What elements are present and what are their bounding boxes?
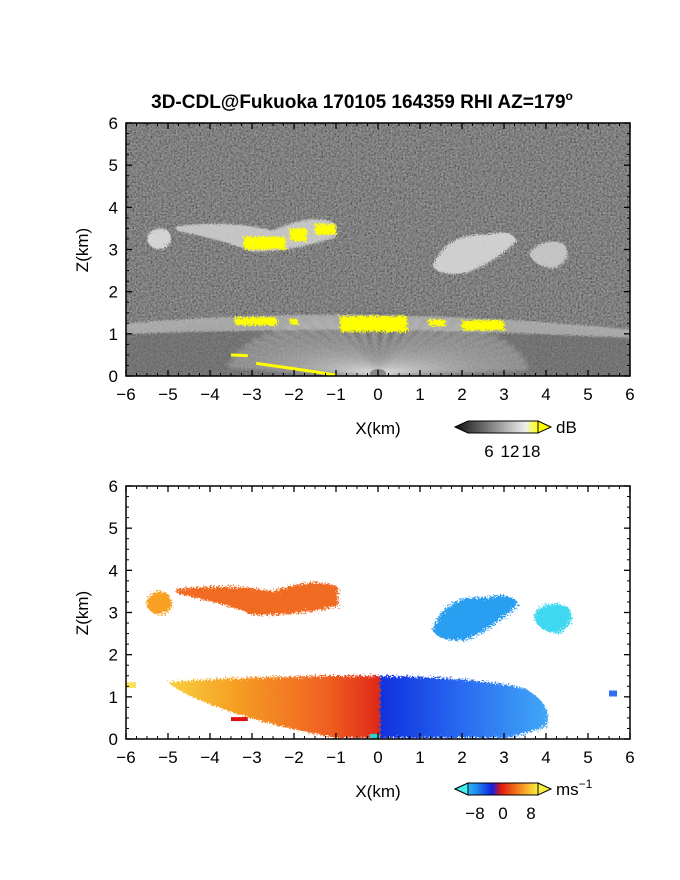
saturated-patch — [315, 224, 336, 235]
saturated-patch — [243, 236, 286, 250]
x-tick-label: 1 — [415, 385, 424, 404]
y-tick-label: 6 — [109, 114, 118, 133]
y-tick-label: 3 — [109, 241, 118, 260]
x-tick-label: 2 — [457, 385, 466, 404]
x-tick-label: 6 — [625, 385, 634, 404]
colorbar-tick-label: 6 — [484, 442, 493, 461]
echo-blob — [147, 228, 171, 250]
y-tick-label: 0 — [109, 367, 118, 386]
echo-blob — [432, 232, 517, 274]
colorbar-tick-label: 8 — [526, 804, 535, 823]
saturated-patch — [428, 319, 446, 327]
velocity-echo — [533, 603, 572, 634]
colorbar-unit: ms−1 — [556, 777, 593, 799]
y-tick-label: 1 — [109, 688, 118, 707]
x-tick-label: −3 — [242, 385, 261, 404]
velocity-echoes — [126, 582, 617, 739]
velocity-echo — [609, 690, 617, 697]
velocity-echo — [168, 675, 381, 739]
x-tick-label: 5 — [583, 748, 592, 767]
x-tick-label: −1 — [326, 748, 345, 767]
y-tick-label: 5 — [109, 519, 118, 538]
saturated-patch — [289, 228, 307, 242]
colorbar-tick-label: −8 — [465, 804, 484, 823]
velocity-echo — [432, 595, 519, 641]
x-tick-label: 3 — [499, 748, 508, 767]
velocity-panel: −6 −5 −4 −3 −2 −1 0 1 2 3 4 5 6 0 1 2 3 4 5 6 X(km) Z(km) −… — [73, 477, 635, 823]
colorbar-tick-label: 0 — [498, 804, 507, 823]
x-tick-label: −4 — [200, 748, 219, 767]
colorbar-tick-label: 12 — [501, 442, 520, 461]
x-tick-label: −5 — [158, 385, 177, 404]
x-tick-label: 1 — [415, 748, 424, 767]
colorbar-reflectivity: 6 12 18 dB — [453, 418, 577, 461]
y-axis-label: Z(km) — [73, 591, 92, 635]
reflectivity-echoes — [126, 219, 630, 376]
saturated-line — [230, 353, 337, 376]
x-tick-label: −2 — [284, 748, 303, 767]
velocity-echo — [146, 591, 172, 615]
x-tick-label: 0 — [373, 748, 382, 767]
y-tick-label: 4 — [109, 198, 118, 217]
x-tick-label: −5 — [158, 748, 177, 767]
velocity-echo — [380, 675, 548, 739]
colorbar-unit: dB — [556, 418, 577, 437]
x-tick-label: 2 — [457, 748, 466, 767]
velocity-echo — [231, 717, 248, 722]
x-tick-label: 6 — [625, 748, 634, 767]
y-tick-label: 4 — [109, 561, 118, 580]
colorbar-velocity: −8 0 8 ms−1 — [453, 777, 593, 823]
y-tick-label: 5 — [109, 156, 118, 175]
y-tick-label: 2 — [109, 283, 118, 302]
saturated-patch — [340, 316, 408, 332]
colorbar-tick-label: 18 — [522, 442, 541, 461]
velocity-echo — [369, 733, 380, 739]
x-tick-label: 3 — [499, 385, 508, 404]
x-tick-label: −1 — [326, 385, 345, 404]
x-tick-label: 4 — [541, 748, 550, 767]
velocity-echo — [176, 582, 339, 615]
velocity-echo — [126, 682, 136, 689]
x-tick-label: −6 — [116, 385, 135, 404]
saturated-patch — [235, 316, 278, 326]
x-tick-label: −2 — [284, 385, 303, 404]
y-tick-label: 3 — [109, 604, 118, 623]
saturated-patch — [462, 320, 504, 331]
y-tick-label: 2 — [109, 646, 118, 665]
x-tick-label: −4 — [200, 385, 219, 404]
y-axis-label: Z(km) — [73, 228, 92, 272]
y-tick-label: 0 — [109, 730, 118, 749]
x-tick-label: −6 — [116, 748, 135, 767]
echo-blob — [176, 219, 336, 252]
x-axis-label: X(km) — [355, 419, 400, 438]
x-axis-label: X(km) — [355, 782, 400, 801]
saturated-patch — [289, 318, 299, 325]
y-tick-label: 6 — [109, 477, 118, 496]
x-tick-label: −3 — [242, 748, 261, 767]
echo-blob — [529, 241, 568, 269]
x-tick-label: 0 — [373, 385, 382, 404]
y-tick-label: 1 — [109, 325, 118, 344]
x-tick-label: 5 — [583, 385, 592, 404]
x-tick-label: 4 — [541, 385, 550, 404]
figure-title: 3D-CDL@Fukuoka 170105 164359 RHI AZ=179o — [151, 89, 573, 113]
